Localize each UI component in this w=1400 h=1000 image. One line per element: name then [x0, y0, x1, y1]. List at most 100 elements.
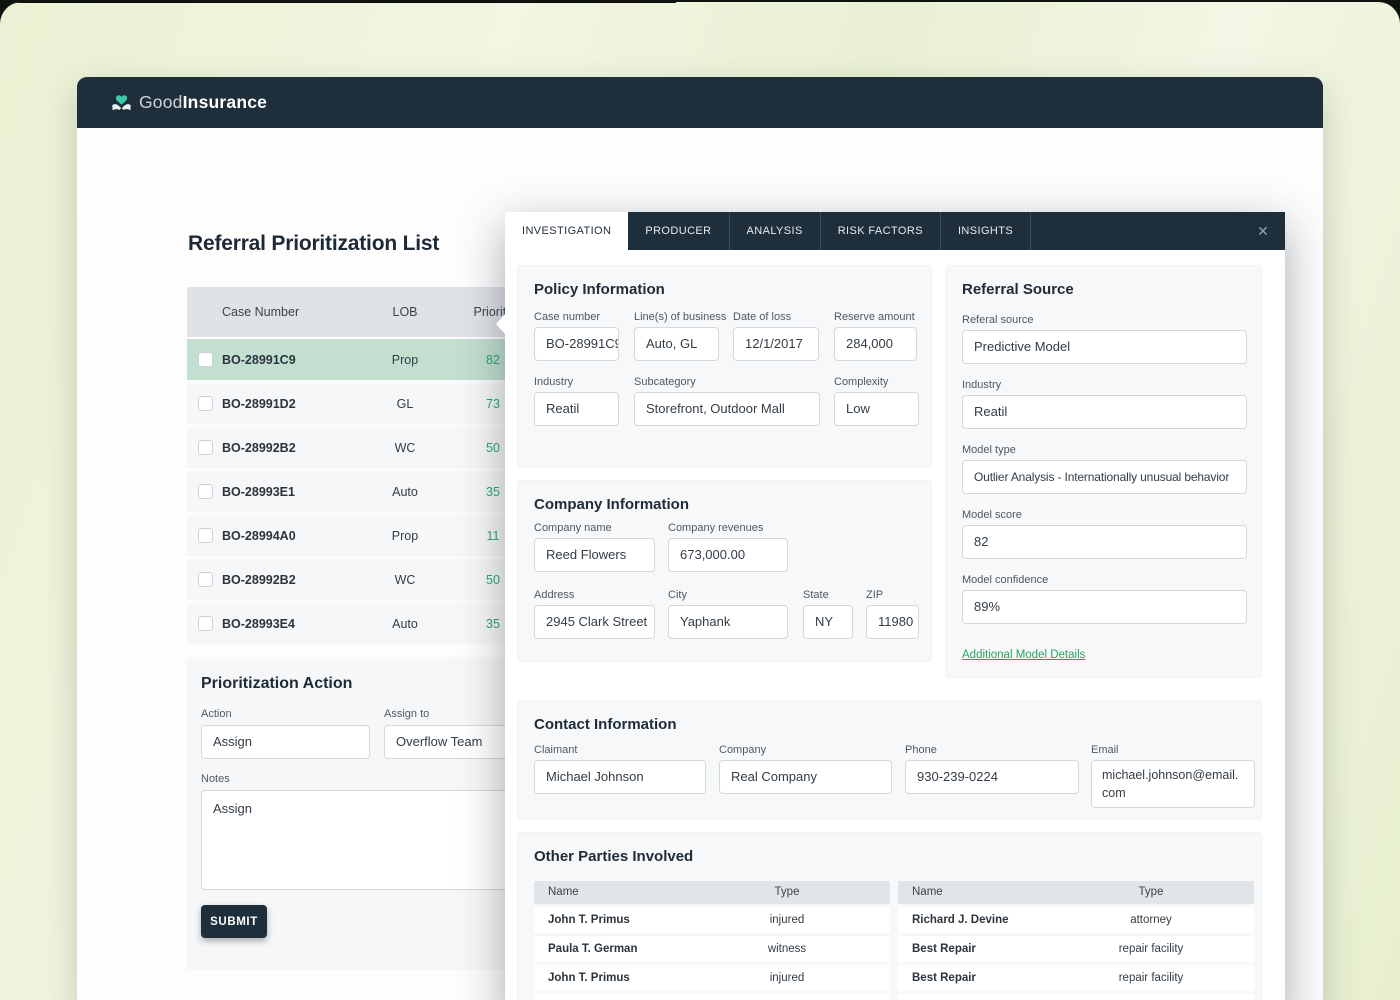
case-number-label: Case number: [534, 311, 600, 323]
referral-source-title: Referral Source: [962, 281, 1074, 298]
row-checkbox[interactable]: [198, 484, 213, 499]
case-detail-modal: INVESTIGATION PRODUCER ANALYSIS RISK FAC…: [505, 212, 1285, 1000]
city-label: City: [668, 589, 687, 601]
party-name: Richard J. Devine: [912, 914, 1009, 926]
tab-producer[interactable]: PRODUCER: [628, 212, 729, 250]
column-header-lob: LOB: [392, 305, 417, 319]
address-label: Address: [534, 589, 574, 601]
tab-risk-factors[interactable]: RISK FACTORS: [821, 212, 941, 250]
industry-input[interactable]: Reatil: [534, 392, 619, 426]
tab-analysis[interactable]: ANALYSIS: [730, 212, 821, 250]
email-input[interactable]: michael.johnson@email.com: [1091, 760, 1255, 808]
column-header-name: Name: [912, 886, 943, 898]
party-name: John T. Primus: [548, 972, 630, 984]
row-checkbox[interactable]: [198, 572, 213, 587]
company-name-input[interactable]: Reed Flowers: [534, 538, 655, 572]
complexity-label: Complexity: [834, 376, 888, 388]
claimant-label: Claimant: [534, 744, 577, 756]
other-parties-section: Other Parties Involved Name Type John T.…: [517, 832, 1262, 1000]
brand-logo: GoodInsurance: [111, 92, 267, 113]
priority-cell: 35: [486, 617, 500, 631]
lob-cell: GL: [397, 397, 414, 411]
brand-name-bold: Insurance: [183, 92, 267, 112]
parties-table-header: Name Type: [898, 881, 1254, 904]
party-type: attorney: [1130, 914, 1172, 926]
submit-button[interactable]: SUBMIT: [201, 905, 267, 938]
party-type: witness: [768, 943, 806, 955]
party-name: Best Repair: [912, 943, 976, 955]
contact-information-title: Contact Information: [534, 716, 677, 733]
priority-cell: 11: [487, 529, 500, 543]
zip-input[interactable]: 11980: [866, 605, 919, 639]
brand-name: GoodInsurance: [139, 92, 267, 113]
party-row: John T. Primus injured: [534, 907, 890, 933]
assign-to-label: Assign to: [384, 708, 429, 720]
lines-of-business-input[interactable]: Auto, GL: [634, 327, 719, 361]
company-revenues-input[interactable]: 673,000.00: [668, 538, 788, 572]
parties-table-header: Name Type: [534, 881, 890, 904]
phone-input[interactable]: 930-239-0224: [905, 760, 1079, 794]
tab-insights[interactable]: INSIGHTS: [941, 212, 1031, 250]
case-number-input[interactable]: BO-28991C9: [534, 327, 619, 361]
company-information-section: Company Information Company name Reed Fl…: [517, 480, 932, 662]
row-checkbox[interactable]: [198, 396, 213, 411]
case-number-cell: BO-28991D2: [222, 397, 296, 411]
contact-company-input[interactable]: Real Company: [719, 760, 892, 794]
column-header-name: Name: [548, 886, 579, 898]
contact-information-section: Contact Information Claimant Michael Joh…: [517, 700, 1262, 820]
city-input[interactable]: Yaphank: [668, 605, 788, 639]
state-input[interactable]: NY: [803, 605, 853, 639]
priority-cell: 50: [486, 441, 500, 455]
parties-table-left: Name Type John T. Primus injured Pau: [534, 881, 890, 1000]
lob-cell: Prop: [392, 353, 418, 367]
date-of-loss-label: Date of loss: [733, 311, 791, 323]
additional-model-details-link[interactable]: Additional Model Details: [962, 649, 1085, 661]
notes-textarea[interactable]: Assign: [201, 790, 554, 890]
modal-tab-bar: INVESTIGATION PRODUCER ANALYSIS RISK FAC…: [505, 212, 1285, 250]
model-type-input[interactable]: Outlier Analysis - Internationally unusu…: [962, 460, 1247, 494]
model-score-input[interactable]: 82: [962, 525, 1247, 559]
model-type-label: Model type: [962, 444, 1016, 456]
claimant-input[interactable]: Michael Johnson: [534, 760, 706, 794]
app-header: GoodInsurance: [77, 77, 1323, 128]
row-checkbox[interactable]: [198, 352, 213, 367]
action-input[interactable]: Assign: [201, 725, 370, 759]
address-input[interactable]: 2945 Clark Street: [534, 605, 655, 639]
top-edge: [0, 2, 676, 3]
case-number-cell: BO-28994A0: [222, 529, 296, 543]
referral-source-input[interactable]: Predictive Model: [962, 330, 1247, 364]
company-name-label: Company name: [534, 522, 612, 534]
subcategory-input[interactable]: Storefront, Outdoor Mall: [634, 392, 820, 426]
referral-industry-input[interactable]: Reatil: [962, 395, 1247, 429]
complexity-input[interactable]: Low: [834, 392, 919, 426]
date-of-loss-input[interactable]: 12/1/2017: [733, 327, 819, 361]
page-background: GoodInsurance Referral Prioritization Li…: [0, 2, 1400, 1000]
row-checkbox[interactable]: [198, 616, 213, 631]
state-label: State: [803, 589, 829, 601]
heart-in-hands-icon: [111, 93, 132, 113]
close-icon[interactable]: ✕: [1254, 222, 1272, 240]
notes-label: Notes: [201, 773, 230, 785]
party-type: injured: [770, 972, 805, 984]
prioritization-action-title: Prioritization Action: [201, 675, 352, 693]
brand-name-light: Good: [139, 92, 183, 112]
referral-source-label: Referal source: [962, 314, 1034, 326]
party-name: Best Repair: [912, 972, 976, 984]
column-header-type: Type: [775, 886, 800, 898]
row-checkbox[interactable]: [198, 440, 213, 455]
parties-table-left-body: John T. Primus injured Paula T. German w…: [534, 907, 890, 991]
party-row: Best Repair repair facility: [898, 936, 1254, 962]
priority-cell: 73: [486, 397, 500, 411]
priority-cell: 82: [486, 353, 500, 367]
column-header-type: Type: [1139, 886, 1164, 898]
tab-investigation[interactable]: INVESTIGATION: [505, 212, 628, 250]
industry-label: Industry: [534, 376, 573, 388]
reserve-amount-input[interactable]: 284,000: [834, 327, 917, 361]
party-row-clipped: [898, 994, 1254, 1000]
other-parties-title: Other Parties Involved: [534, 848, 693, 865]
model-confidence-input[interactable]: 89%: [962, 590, 1247, 624]
party-type: injured: [770, 914, 805, 926]
referral-source-section: Referral Source Referal source Predictiv…: [945, 265, 1262, 678]
row-checkbox[interactable]: [198, 528, 213, 543]
company-revenues-label: Company revenues: [668, 522, 763, 534]
